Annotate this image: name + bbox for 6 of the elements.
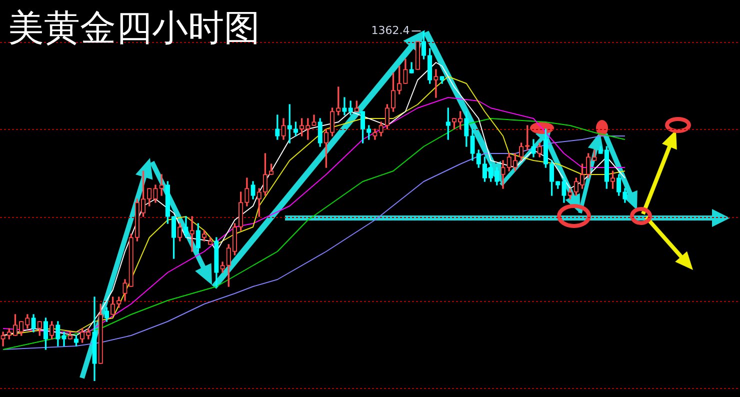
annotation: 1362.4 [371, 24, 410, 37]
candlestick [159, 174, 164, 196]
candlestick [434, 69, 438, 98]
chart-title: 美黄金四小时图 [8, 7, 260, 51]
candlestick [342, 97, 347, 116]
candlestick [190, 216, 194, 252]
